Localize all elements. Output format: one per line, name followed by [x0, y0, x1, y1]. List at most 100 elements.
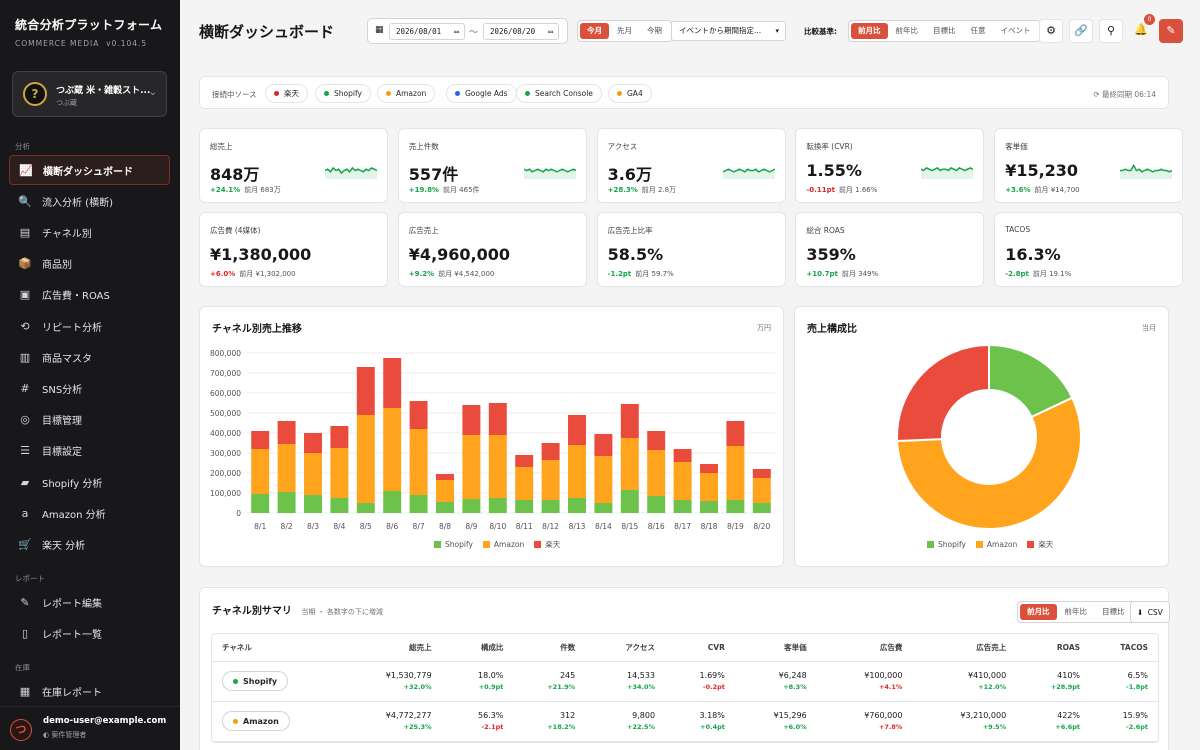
bar-segment-Amazon[interactable]	[304, 453, 322, 495]
sidebar-item-warehouse[interactable]: ▦ 在庫レポート	[9, 676, 170, 706]
bar-segment-楽天[interactable]	[330, 426, 349, 448]
column-header[interactable]: 広告売上	[912, 634, 1017, 662]
column-header[interactable]: 広告費	[816, 634, 913, 662]
bar-segment-Amazon[interactable]	[752, 478, 771, 503]
channel-pill[interactable]: Amazon	[222, 711, 290, 731]
legend-item[interactable]: 楽天	[1027, 539, 1053, 550]
source-chip[interactable]: Shopify	[315, 84, 371, 103]
legend-item[interactable]: Shopify	[927, 539, 966, 550]
sidebar-item-edit[interactable]: ✎ レポート編集	[9, 587, 170, 617]
summary-tab-mom[interactable]: 前月比	[1020, 604, 1057, 620]
bar-segment-Shopify[interactable]	[700, 501, 718, 513]
bar-segment-Shopify[interactable]	[752, 503, 771, 513]
bar-segment-楽天[interactable]	[462, 405, 481, 435]
bar-segment-楽天[interactable]	[436, 474, 454, 480]
source-chip[interactable]: GA4	[608, 84, 652, 103]
source-chip[interactable]: Google Ads	[446, 84, 517, 103]
column-header[interactable]: 件数	[513, 634, 586, 662]
settings-button[interactable]: ⚙	[1039, 19, 1063, 43]
bar-segment-Shopify[interactable]	[330, 498, 349, 513]
bar-segment-Amazon[interactable]	[356, 415, 375, 503]
user-profile[interactable]: つ demo-user@example.com ◐ 案件管理者	[0, 706, 180, 750]
store-switcher[interactable]: ? つぶ蔵 米・雑穀スト... つぶ蔵 ⌄	[12, 71, 167, 117]
column-header[interactable]: 客単価	[734, 634, 817, 662]
bar-segment-Amazon[interactable]	[673, 462, 692, 500]
sidebar-item-target[interactable]: ◎ 目標管理	[9, 405, 170, 435]
column-header[interactable]: TACOS	[1090, 634, 1158, 662]
sidebar-item-archive[interactable]: ▥ 商品マスタ	[9, 342, 170, 372]
bar-segment-Shopify[interactable]	[436, 502, 454, 513]
source-chip[interactable]: 楽天	[265, 84, 308, 103]
compare-tab-event[interactable]: イベント	[1000, 26, 1031, 35]
bar-segment-Shopify[interactable]	[541, 500, 560, 513]
legend-item[interactable]: 楽天	[534, 539, 560, 550]
date-to-input[interactable]: 2026/08/20 ▭	[483, 23, 559, 40]
sidebar-item-hashtag[interactable]: # SNS分析	[9, 373, 170, 403]
column-header[interactable]: チャネル	[212, 634, 362, 662]
column-header[interactable]: ROAS	[1016, 634, 1091, 662]
column-header[interactable]: 構成比	[441, 634, 514, 662]
bar-segment-楽天[interactable]	[383, 358, 402, 408]
bar-segment-Amazon[interactable]	[647, 450, 666, 496]
sidebar-item-box[interactable]: 📦 商品別	[9, 249, 170, 279]
bar-segment-Shopify[interactable]	[647, 496, 666, 513]
link-button[interactable]: 🔗	[1069, 19, 1093, 43]
summary-tab-yoy[interactable]: 前年比	[1064, 607, 1088, 616]
bar-segment-Shopify[interactable]	[726, 500, 745, 513]
bar-segment-Amazon[interactable]	[568, 445, 586, 498]
bar-segment-楽天[interactable]	[620, 404, 639, 438]
bar-segment-楽天[interactable]	[356, 367, 375, 415]
bar-segment-Shopify[interactable]	[409, 495, 428, 513]
bar-segment-Shopify[interactable]	[383, 491, 402, 513]
bar-segment-Amazon[interactable]	[700, 473, 718, 501]
bar-segment-Amazon[interactable]	[409, 429, 428, 495]
legend-item[interactable]: Shopify	[434, 539, 473, 550]
bar-segment-楽天[interactable]	[277, 421, 296, 444]
bar-segment-Amazon[interactable]	[277, 444, 296, 492]
bar-segment-楽天[interactable]	[515, 455, 534, 467]
sidebar-item-sliders[interactable]: ☰ 目標設定	[9, 436, 170, 466]
column-header[interactable]: 総売上	[361, 634, 442, 662]
bar-segment-Shopify[interactable]	[356, 503, 375, 513]
compare-tab-target[interactable]: 目標比	[933, 26, 956, 35]
donut-slice-Amazon[interactable]	[896, 396, 1082, 530]
summary-tab-target[interactable]: 目標比	[1102, 607, 1125, 616]
bar-segment-Shopify[interactable]	[620, 490, 639, 513]
bar-segment-Amazon[interactable]	[383, 408, 402, 491]
bar-segment-Amazon[interactable]	[330, 448, 349, 498]
bar-segment-楽天[interactable]	[488, 403, 507, 435]
bar-segment-楽天[interactable]	[251, 431, 270, 449]
period-tab-this-month[interactable]: 今月	[580, 23, 609, 39]
bar-segment-Shopify[interactable]	[488, 498, 507, 513]
sidebar-item-cart[interactable]: 🛒 楽天 分析	[9, 529, 170, 559]
source-chip[interactable]: Amazon	[377, 84, 436, 103]
source-chip[interactable]: Search Console	[516, 84, 602, 103]
period-tab-this-term[interactable]: 今期	[647, 26, 662, 35]
event-period-select[interactable]: イベントから期間指定... ▾	[671, 21, 786, 41]
bar-segment-楽天[interactable]	[752, 469, 771, 478]
sidebar-item-amazon[interactable]: a Amazon 分析	[9, 498, 170, 528]
bar-segment-Shopify[interactable]	[568, 498, 586, 513]
compare-tab-custom[interactable]: 任意	[970, 26, 986, 35]
search-button[interactable]: ⚲	[1099, 19, 1123, 43]
bar-segment-Amazon[interactable]	[462, 435, 481, 499]
bar-segment-Shopify[interactable]	[594, 503, 613, 513]
legend-item[interactable]: Amazon	[975, 539, 1017, 550]
bar-segment-楽天[interactable]	[541, 443, 560, 460]
column-header[interactable]: CVR	[665, 634, 735, 662]
compare-tab-mom[interactable]: 前月比	[851, 23, 888, 39]
bar-segment-楽天[interactable]	[700, 464, 718, 473]
bar-segment-楽天[interactable]	[594, 434, 613, 456]
bar-segment-楽天[interactable]	[647, 431, 666, 450]
compare-tab-yoy[interactable]: 前年比	[895, 26, 919, 35]
bar-segment-楽天[interactable]	[304, 433, 322, 453]
bar-segment-楽天[interactable]	[568, 415, 586, 445]
bar-segment-Amazon[interactable]	[594, 456, 613, 503]
legend-item[interactable]: Amazon	[482, 539, 524, 550]
bar-segment-楽天[interactable]	[409, 401, 428, 429]
date-from-input[interactable]: 2026/08/01 ▭	[389, 23, 465, 40]
channel-pill[interactable]: Shopify	[222, 671, 289, 691]
sidebar-item-shopify[interactable]: ▰ Shopify 分析	[9, 467, 170, 497]
bar-segment-Shopify[interactable]	[251, 494, 270, 513]
bar-segment-Shopify[interactable]	[304, 495, 322, 513]
